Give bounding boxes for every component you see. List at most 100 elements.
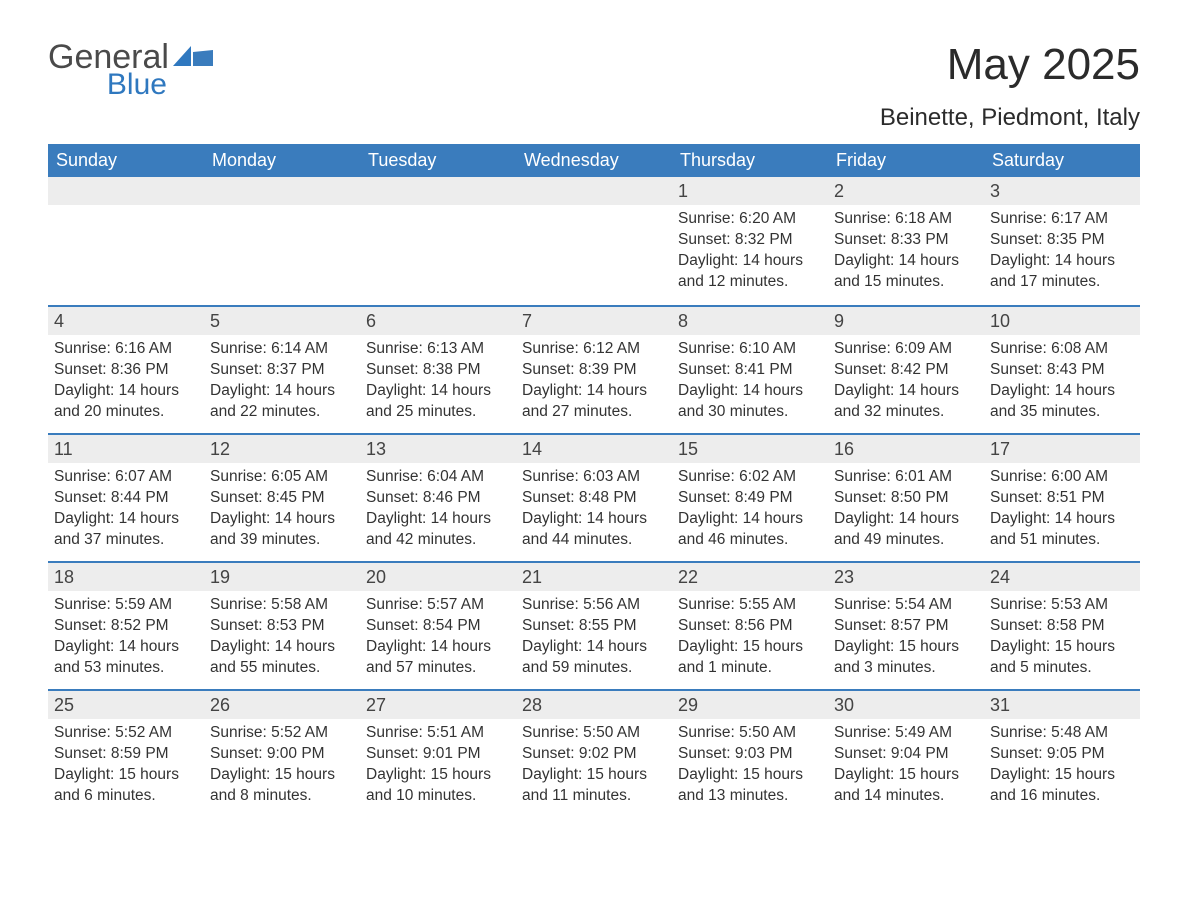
sunrise-value: 6:03 AM [583,468,640,485]
sunset-line: Sunset: 8:39 PM [522,360,666,381]
daylight-line: Daylight: 15 hours and 16 minutes. [990,765,1134,807]
day-number: 20 [360,563,516,591]
sunset-line: Sunset: 8:45 PM [210,488,354,509]
sunset-value: 8:46 PM [423,489,481,506]
day-cell: 22Sunrise: 5:55 AMSunset: 8:56 PMDayligh… [672,563,828,689]
sunset-line: Sunset: 8:49 PM [678,488,822,509]
sunrise-line: Sunrise: 6:12 AM [522,339,666,360]
daylight-label: Daylight: [678,638,743,655]
day-number: 8 [672,307,828,335]
sunrise-label: Sunrise: [522,468,583,485]
sunset-value: 8:51 PM [1047,489,1105,506]
day-header-saturday: Saturday [984,144,1140,177]
day-cell: 17Sunrise: 6:00 AMSunset: 8:51 PMDayligh… [984,435,1140,561]
day-cell: 30Sunrise: 5:49 AMSunset: 9:04 PMDayligh… [828,691,984,817]
sunrise-label: Sunrise: [678,724,739,741]
day-cell [516,177,672,305]
sunset-label: Sunset: [366,745,423,762]
daylight-label: Daylight: [678,510,743,527]
daylight-line: Daylight: 15 hours and 6 minutes. [54,765,198,807]
daylight-label: Daylight: [210,382,275,399]
sunrise-line: Sunrise: 5:53 AM [990,595,1134,616]
sunrise-line: Sunrise: 6:07 AM [54,467,198,488]
sunset-label: Sunset: [678,489,735,506]
sunset-value: 9:02 PM [579,745,637,762]
sunset-label: Sunset: [522,617,579,634]
day-header-tuesday: Tuesday [360,144,516,177]
daylight-label: Daylight: [990,382,1055,399]
sunset-value: 8:58 PM [1047,617,1105,634]
day-number [360,177,516,205]
day-cell: 19Sunrise: 5:58 AMSunset: 8:53 PMDayligh… [204,563,360,689]
sunset-label: Sunset: [522,361,579,378]
sunrise-label: Sunrise: [210,468,271,485]
daylight-line: Daylight: 14 hours and 42 minutes. [366,509,510,551]
sunset-label: Sunset: [678,231,735,248]
sunset-value: 8:38 PM [423,361,481,378]
sunrise-line: Sunrise: 6:09 AM [834,339,978,360]
daylight-label: Daylight: [990,252,1055,269]
sunrise-line: Sunrise: 5:52 AM [210,723,354,744]
day-cell [204,177,360,305]
day-cell: 11Sunrise: 6:07 AMSunset: 8:44 PMDayligh… [48,435,204,561]
sunrise-label: Sunrise: [834,596,895,613]
day-number: 21 [516,563,672,591]
sunset-line: Sunset: 8:46 PM [366,488,510,509]
day-cell: 14Sunrise: 6:03 AMSunset: 8:48 PMDayligh… [516,435,672,561]
day-cell: 31Sunrise: 5:48 AMSunset: 9:05 PMDayligh… [984,691,1140,817]
sunrise-value: 6:13 AM [427,340,484,357]
sunrise-line: Sunrise: 5:57 AM [366,595,510,616]
daylight-line: Daylight: 14 hours and 57 minutes. [366,637,510,679]
sunset-label: Sunset: [678,745,735,762]
sunrise-label: Sunrise: [522,596,583,613]
sunset-label: Sunset: [834,617,891,634]
sunset-label: Sunset: [834,231,891,248]
daylight-label: Daylight: [834,252,899,269]
page: General Blue May 2025 Beinette, Piedmont… [0,0,1188,857]
daylight-label: Daylight: [54,638,119,655]
daylight-line: Daylight: 15 hours and 5 minutes. [990,637,1134,679]
daylight-line: Daylight: 15 hours and 1 minute. [678,637,822,679]
sunset-value: 8:36 PM [111,361,169,378]
sunset-label: Sunset: [54,489,111,506]
sunset-label: Sunset: [834,361,891,378]
sunset-line: Sunset: 9:02 PM [522,744,666,765]
sunrise-line: Sunrise: 5:48 AM [990,723,1134,744]
day-number: 13 [360,435,516,463]
day-cell: 2Sunrise: 6:18 AMSunset: 8:33 PMDaylight… [828,177,984,305]
day-number: 11 [48,435,204,463]
daylight-label: Daylight: [522,510,587,527]
sunrise-label: Sunrise: [834,340,895,357]
sunrise-line: Sunrise: 6:13 AM [366,339,510,360]
day-cell: 29Sunrise: 5:50 AMSunset: 9:03 PMDayligh… [672,691,828,817]
sunset-value: 8:56 PM [735,617,793,634]
daylight-line: Daylight: 14 hours and 32 minutes. [834,381,978,423]
sunset-line: Sunset: 8:38 PM [366,360,510,381]
day-cell: 25Sunrise: 5:52 AMSunset: 8:59 PMDayligh… [48,691,204,817]
sunrise-label: Sunrise: [990,596,1051,613]
sunrise-line: Sunrise: 6:03 AM [522,467,666,488]
sunrise-value: 6:16 AM [115,340,172,357]
sunrise-value: 5:52 AM [271,724,328,741]
day-number: 17 [984,435,1140,463]
sunrise-label: Sunrise: [990,724,1051,741]
sunrise-value: 6:08 AM [1051,340,1108,357]
daylight-label: Daylight: [366,382,431,399]
header-row: General Blue May 2025 Beinette, Piedmont… [48,40,1140,132]
day-cell: 18Sunrise: 5:59 AMSunset: 8:52 PMDayligh… [48,563,204,689]
sunset-label: Sunset: [210,745,267,762]
day-number: 24 [984,563,1140,591]
week-row: 25Sunrise: 5:52 AMSunset: 8:59 PMDayligh… [48,689,1140,817]
sunset-line: Sunset: 8:55 PM [522,616,666,637]
day-number: 30 [828,691,984,719]
daylight-line: Daylight: 14 hours and 53 minutes. [54,637,198,679]
week-row: 11Sunrise: 6:07 AMSunset: 8:44 PMDayligh… [48,433,1140,561]
sunrise-value: 6:05 AM [271,468,328,485]
day-number [516,177,672,205]
daylight-line: Daylight: 14 hours and 25 minutes. [366,381,510,423]
sunset-line: Sunset: 9:00 PM [210,744,354,765]
sunset-value: 8:42 PM [891,361,949,378]
sunset-line: Sunset: 8:52 PM [54,616,198,637]
sunrise-line: Sunrise: 6:16 AM [54,339,198,360]
daylight-line: Daylight: 14 hours and 22 minutes. [210,381,354,423]
